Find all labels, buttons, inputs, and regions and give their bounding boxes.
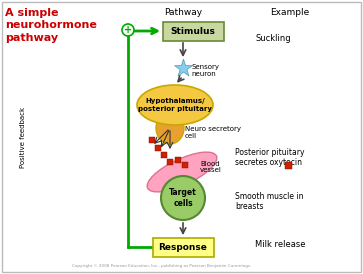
Text: A simple
neurohormone
pathway: A simple neurohormone pathway [5, 8, 97, 43]
FancyBboxPatch shape [2, 2, 361, 272]
Text: Smooth muscle in
breasts: Smooth muscle in breasts [235, 192, 303, 212]
Text: Stimulus: Stimulus [171, 27, 215, 36]
Bar [182, 162, 188, 168]
Circle shape [122, 24, 134, 36]
Text: Blood
vessel: Blood vessel [200, 161, 222, 173]
Ellipse shape [147, 152, 217, 192]
Text: Target
cells: Target cells [169, 188, 197, 208]
Text: Suckling: Suckling [255, 34, 291, 43]
Bar [149, 137, 155, 143]
Bar [167, 159, 173, 165]
Text: Milk release: Milk release [255, 240, 306, 249]
FancyBboxPatch shape [152, 238, 213, 256]
FancyBboxPatch shape [163, 21, 224, 41]
Text: Hypothalamus/
posterior pituitary: Hypothalamus/ posterior pituitary [138, 98, 212, 112]
Bar [175, 157, 181, 163]
Text: Neuro secretory
cell: Neuro secretory cell [185, 127, 241, 139]
Text: Pathway: Pathway [164, 8, 202, 17]
Bar [285, 162, 292, 169]
Ellipse shape [137, 85, 213, 125]
Bar [155, 145, 161, 151]
Text: Copyright © 2008 Pearson Education, Inc., publishing as Pearson Benjamin Cumming: Copyright © 2008 Pearson Education, Inc.… [72, 264, 251, 268]
Text: Response: Response [159, 242, 207, 252]
Text: +: + [124, 25, 132, 35]
Text: Posterior pituitary
secretes oxytocin: Posterior pituitary secretes oxytocin [235, 148, 305, 167]
Point [180, 66, 186, 70]
Text: Positive feedback: Positive feedback [20, 106, 26, 168]
Circle shape [161, 176, 205, 220]
Text: Example: Example [270, 8, 310, 17]
Text: Sensory
neuron: Sensory neuron [191, 64, 219, 76]
Bar [161, 152, 167, 158]
Ellipse shape [156, 112, 184, 144]
